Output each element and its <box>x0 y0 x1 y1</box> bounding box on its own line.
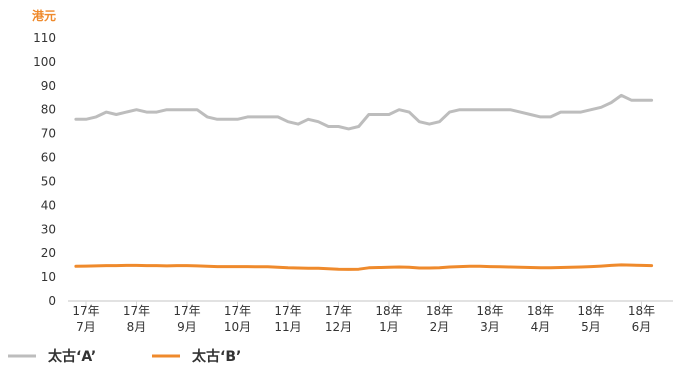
y-tick-label: 60 <box>41 151 56 165</box>
series-line-b <box>74 263 654 271</box>
x-tick-label-year: 17年 <box>123 304 150 318</box>
y-tick-label: 10 <box>41 270 56 284</box>
x-tick-label-month: 8月 <box>127 320 147 334</box>
x-tick-label-month: 6月 <box>632 320 652 334</box>
x-axis-ticks: 17年 7月 17年 8月 17年 9月 17年 10月 17年 11月 17年 12月 18年 1月 18… <box>72 301 655 334</box>
x-tick-label-year: 18年 <box>375 304 402 318</box>
legend-label: 太古‘B’ <box>192 348 241 365</box>
y-tick-label: 110 <box>33 31 56 45</box>
y-tick-label: 100 <box>33 55 56 69</box>
x-tick-label-month: 5月 <box>581 320 601 334</box>
x-tick-label-month: 7月 <box>76 320 96 334</box>
legend: 太古‘A’ 太古‘B’ <box>8 348 241 365</box>
x-tick-label-month: 9月 <box>177 320 197 334</box>
x-tick-label-year: 17年 <box>224 304 251 318</box>
x-tick-label-year: 17年 <box>325 304 352 318</box>
x-tick-label-year: 17年 <box>173 304 200 318</box>
y-tick-label: 30 <box>41 222 56 236</box>
y-axis-unit-label: 港元 <box>32 8 56 23</box>
y-tick-label: 90 <box>41 79 56 93</box>
y-tick-label: 80 <box>41 103 56 117</box>
x-tick-label-month: 1月 <box>379 320 399 334</box>
x-tick-label-month: 12月 <box>325 320 352 334</box>
y-tick-label: 50 <box>41 174 56 188</box>
x-tick-label-year: 18年 <box>577 304 604 318</box>
legend-label: 太古‘A’ <box>48 348 96 365</box>
y-tick-label: 0 <box>48 294 56 308</box>
x-tick-label-month: 3月 <box>480 320 500 334</box>
y-tick-label: 70 <box>41 127 56 141</box>
x-tick-label-month: 11月 <box>274 320 301 334</box>
series-layer <box>74 93 654 271</box>
x-tick-label-month: 4月 <box>531 320 551 334</box>
x-tick-label-month: 10月 <box>224 320 251 334</box>
x-tick-label-year: 18年 <box>628 304 655 318</box>
series-line-a <box>74 93 654 131</box>
x-tick-label-month: 2月 <box>430 320 450 334</box>
x-tick-label-year: 18年 <box>527 304 554 318</box>
y-axis-ticks: 0 10 20 30 40 50 60 70 80 90 100 110 <box>33 31 56 308</box>
y-tick-label: 40 <box>41 198 56 212</box>
x-tick-label-year: 17年 <box>274 304 301 318</box>
y-tick-label: 20 <box>41 246 56 260</box>
x-tick-label-year: 18年 <box>426 304 453 318</box>
x-tick-label-year: 17年 <box>72 304 99 318</box>
x-tick-label-year: 18年 <box>476 304 503 318</box>
